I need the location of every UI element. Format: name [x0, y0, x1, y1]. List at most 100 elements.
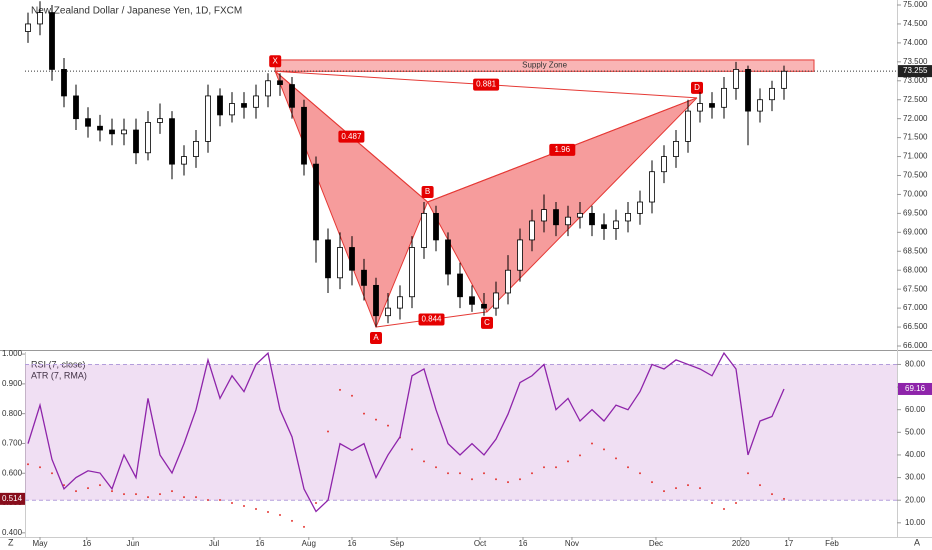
x-tick-label: 17 — [784, 539, 793, 548]
candle-body — [529, 220, 535, 241]
y2-tick-label: 50.00 — [905, 427, 926, 436]
candle-body — [433, 212, 439, 241]
corner-label: Z — [8, 537, 14, 547]
candle-body — [709, 103, 715, 108]
candle-body — [481, 303, 487, 309]
y-tick-label: 74.500 — [903, 19, 928, 28]
candle-body — [97, 125, 103, 131]
point-box — [370, 332, 382, 345]
y2-tick-label: 80.00 — [905, 360, 926, 369]
candle-body — [541, 209, 547, 222]
rsi-last-label: 69.16 — [905, 384, 926, 393]
candle-body — [685, 110, 691, 142]
y-tick-label: 71.500 — [903, 133, 928, 142]
atr-dot — [699, 487, 701, 490]
atr-dot — [543, 466, 545, 469]
candle-body — [109, 129, 115, 135]
y-tick-label: 67.500 — [903, 284, 928, 293]
candle-body — [301, 106, 307, 165]
candle-body — [217, 95, 223, 116]
atr-dot — [231, 502, 233, 505]
candle-body — [721, 87, 727, 108]
atr-dot — [747, 472, 749, 475]
candle-body — [325, 239, 331, 279]
y-tick-label: 70.500 — [903, 171, 928, 180]
x-tick-label: 2020 — [732, 539, 750, 548]
x-tick-label: Jun — [127, 539, 140, 548]
atr-dot — [735, 502, 737, 505]
atr-dot — [411, 448, 413, 451]
candle-body — [205, 95, 211, 142]
atr-dot — [555, 466, 557, 469]
candle-body — [517, 239, 523, 271]
y-tick-label: 67.000 — [903, 303, 928, 312]
y-tick-label: 0.800 — [2, 409, 23, 418]
y-tick-label: 68.000 — [903, 265, 928, 274]
x-tick-label: Jul — [209, 539, 219, 548]
point-box — [421, 186, 434, 199]
point-box — [481, 316, 493, 329]
candle-body — [601, 224, 607, 229]
candle-body — [73, 95, 79, 120]
candle-body — [349, 247, 355, 271]
atr-dot — [279, 513, 281, 516]
atr-dot — [459, 472, 461, 475]
x-tick-label: Feb — [825, 539, 839, 548]
atr-dot — [147, 496, 149, 499]
candle-body — [133, 129, 139, 154]
candle-body — [733, 69, 739, 89]
atr-dot — [123, 493, 125, 496]
atr-dot — [75, 490, 77, 493]
atr-dot — [267, 510, 269, 513]
candle-body — [565, 216, 571, 226]
candle-body — [169, 118, 175, 165]
candle-body — [313, 163, 319, 241]
candle-body — [697, 103, 703, 112]
legend-rsi: RSI (7, close) — [31, 359, 86, 369]
y-tick-label: 0.700 — [2, 439, 23, 448]
rsi-line — [27, 351, 785, 513]
y2-tick-label: 30.00 — [905, 473, 926, 482]
x-tick-label: Oct — [474, 539, 487, 548]
y-tick-label: 72.500 — [903, 95, 928, 104]
point-box — [691, 81, 703, 94]
candle-body — [373, 284, 379, 317]
atr-dot — [591, 442, 593, 445]
point-label: C — [484, 318, 490, 327]
atr-dot — [507, 481, 509, 484]
candle-body — [637, 201, 643, 214]
ratio-label: 0.487 — [341, 132, 362, 141]
atr-last-label: 0.514 — [2, 494, 23, 503]
atr-dot — [447, 472, 449, 475]
atr-dot — [135, 493, 137, 496]
ratio-label: 0.844 — [421, 315, 442, 324]
atr-dot — [387, 424, 389, 427]
x-tick-label: Dec — [649, 539, 663, 548]
candle-body — [181, 156, 187, 165]
atr-dot — [423, 460, 425, 463]
atr-dot — [303, 525, 305, 528]
ratio-box — [549, 143, 576, 156]
y-tick-label: 66.500 — [903, 322, 928, 331]
y-tick-label: 0.900 — [2, 379, 23, 388]
atr-dot — [519, 478, 521, 481]
atr-dot — [615, 457, 617, 460]
y-tick-label: 66.000 — [903, 341, 928, 350]
x-tick-label: May — [32, 539, 47, 548]
candle-body — [265, 80, 271, 97]
candle-body — [61, 69, 67, 97]
y-tick-label: 68.500 — [903, 246, 928, 255]
candle-body — [649, 171, 655, 203]
atr-dot — [291, 519, 293, 522]
atr-dot — [39, 466, 41, 469]
corner-label: A — [914, 537, 920, 547]
x-tick-label: Sep — [390, 539, 405, 548]
candle-body — [493, 292, 499, 309]
atr-dot — [471, 478, 473, 481]
atr-dot — [27, 463, 29, 466]
y2-tick-label: 20.00 — [905, 495, 926, 504]
atr-dot — [663, 490, 665, 493]
atr-dot — [315, 502, 317, 505]
atr-dot — [327, 430, 329, 433]
